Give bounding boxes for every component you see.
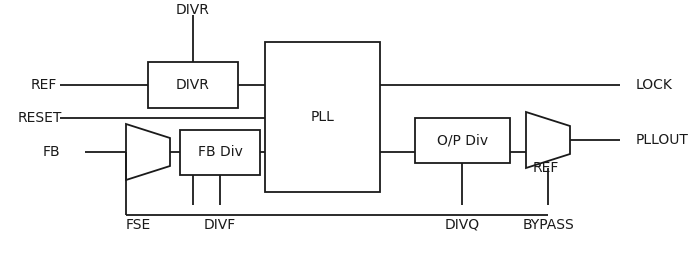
Text: FSE: FSE xyxy=(125,218,150,232)
Text: FB: FB xyxy=(43,145,60,159)
Bar xyxy=(180,130,260,175)
Text: RESET: RESET xyxy=(18,111,62,125)
Bar xyxy=(265,42,380,192)
Text: DIVF: DIVF xyxy=(204,218,236,232)
Text: LOCK: LOCK xyxy=(636,78,673,92)
Text: BYPASS: BYPASS xyxy=(522,218,574,232)
Text: DIVR: DIVR xyxy=(176,3,210,17)
Text: PLL: PLL xyxy=(311,110,335,124)
Text: DIVR: DIVR xyxy=(176,78,210,92)
Polygon shape xyxy=(126,124,170,180)
Polygon shape xyxy=(526,112,570,168)
Text: FB Div: FB Div xyxy=(197,145,242,159)
Text: REF: REF xyxy=(31,78,57,92)
Text: DIVQ: DIVQ xyxy=(444,218,480,232)
Text: REF: REF xyxy=(533,161,559,175)
Text: O/P Div: O/P Div xyxy=(437,133,488,147)
Bar xyxy=(415,118,510,163)
Text: PLLOUT: PLLOUT xyxy=(636,133,689,147)
Bar xyxy=(148,62,238,108)
